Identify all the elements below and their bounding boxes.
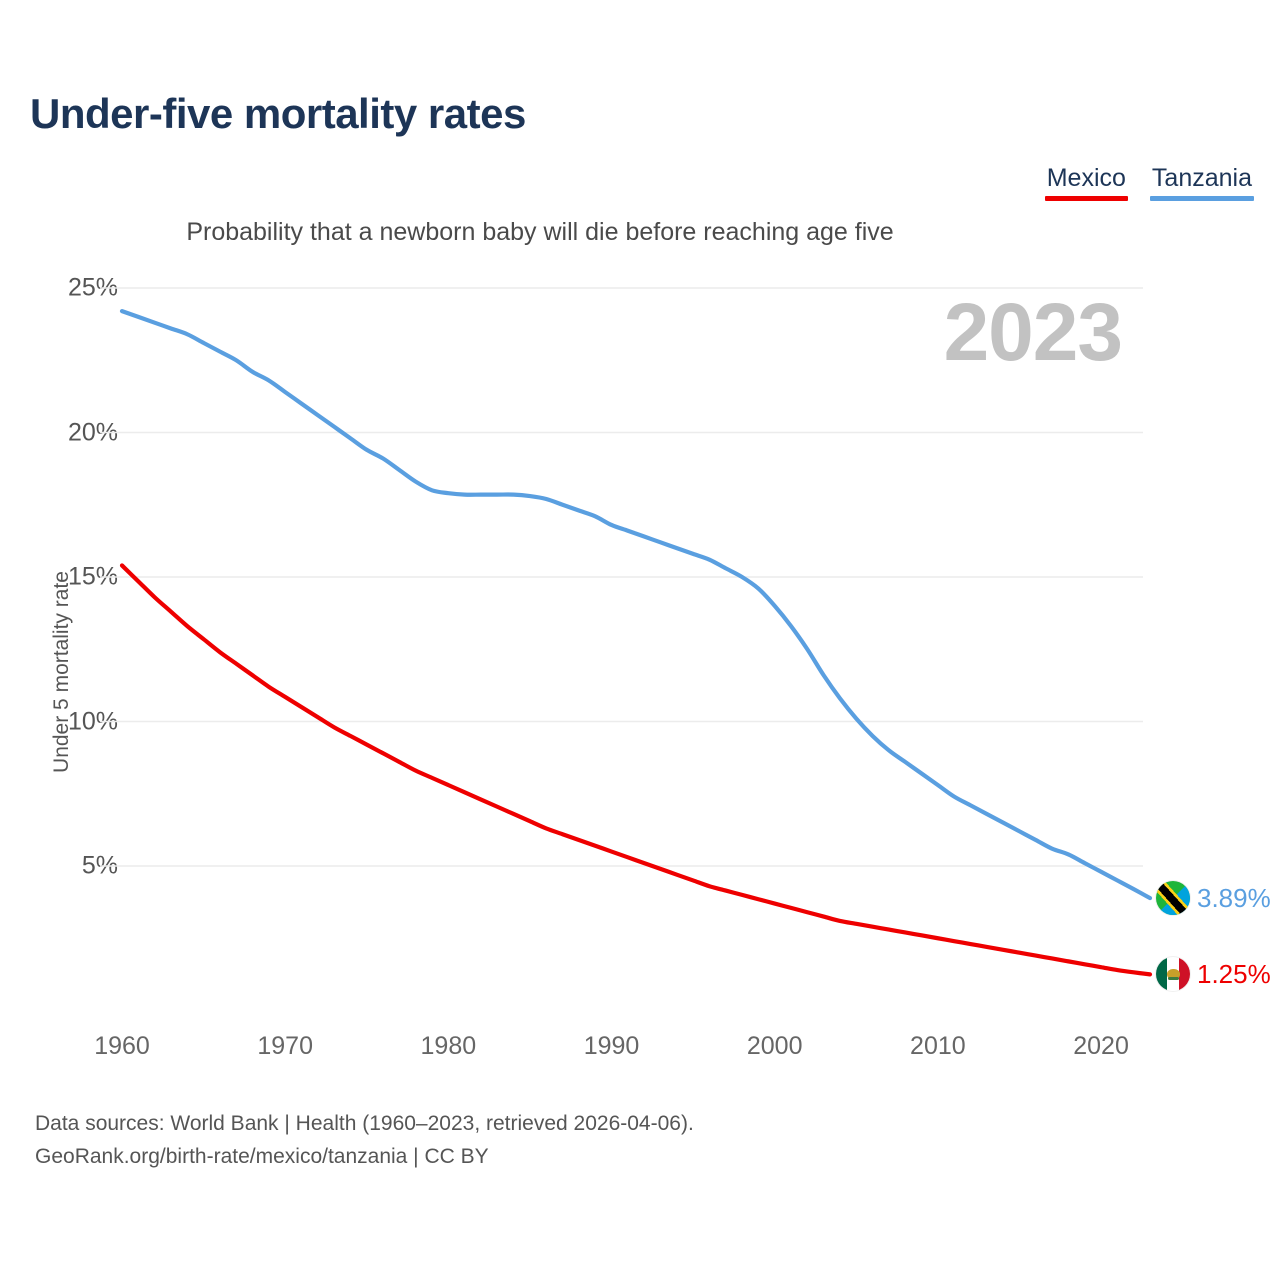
year-watermark: 2023	[943, 287, 1123, 378]
x-axis-tick: 1970	[257, 1032, 313, 1060]
x-axis-tick: 1990	[583, 1032, 640, 1060]
footer-sources: Data sources: World Bank | Health (1960–…	[35, 1112, 694, 1135]
x-axis-tick: 1980	[420, 1032, 477, 1060]
legend-item-tanzania[interactable]: Tanzania	[1149, 164, 1254, 202]
series-line-mexico	[119, 563, 1153, 977]
y-axis-tick: 20%	[67, 418, 118, 446]
series-lines	[119, 309, 1153, 977]
x-axis-tick: 2010	[910, 1032, 966, 1060]
chart-subtitle: Probability that a newborn baby will die…	[186, 218, 894, 246]
footer: Data sources: World Bank | Health (1960–…	[35, 1108, 694, 1173]
legend-item-mexico[interactable]: Mexico	[1044, 164, 1128, 202]
legend-label-mexico: Mexico	[1046, 164, 1126, 192]
legend-label-tanzania: Tanzania	[1151, 164, 1252, 192]
y-axis-tick: 5%	[81, 851, 118, 880]
legend: Mexico Tanzania	[1044, 164, 1254, 202]
x-axis-tick: 2000	[746, 1032, 803, 1060]
end-label-tanzania: 3.89%	[1156, 881, 1271, 916]
legend-rule-tanzania	[1149, 196, 1254, 202]
end-value-tanzania: 3.89%	[1197, 882, 1271, 913]
y-axis-tick: 10%	[67, 707, 118, 735]
page-title: Under-five mortality rates	[30, 90, 526, 137]
x-axis-tick: 1960	[94, 1032, 150, 1060]
tanzania-flag-icon	[1156, 881, 1190, 916]
legend-rule-mexico	[1044, 196, 1128, 202]
y-axis-tick: 25%	[67, 273, 118, 302]
end-label-mexico: 1.25%	[1156, 957, 1271, 992]
series-line-tanzania	[119, 309, 1153, 901]
mexico-flag-icon	[1156, 957, 1190, 992]
end-value-mexico: 1.25%	[1197, 958, 1271, 989]
footer-attribution: GeoRank.org/birth-rate/mexico/tanzania |…	[35, 1144, 489, 1168]
y-axis-tick: 15%	[67, 562, 118, 591]
x-axis-tick: 2020	[1073, 1032, 1129, 1060]
